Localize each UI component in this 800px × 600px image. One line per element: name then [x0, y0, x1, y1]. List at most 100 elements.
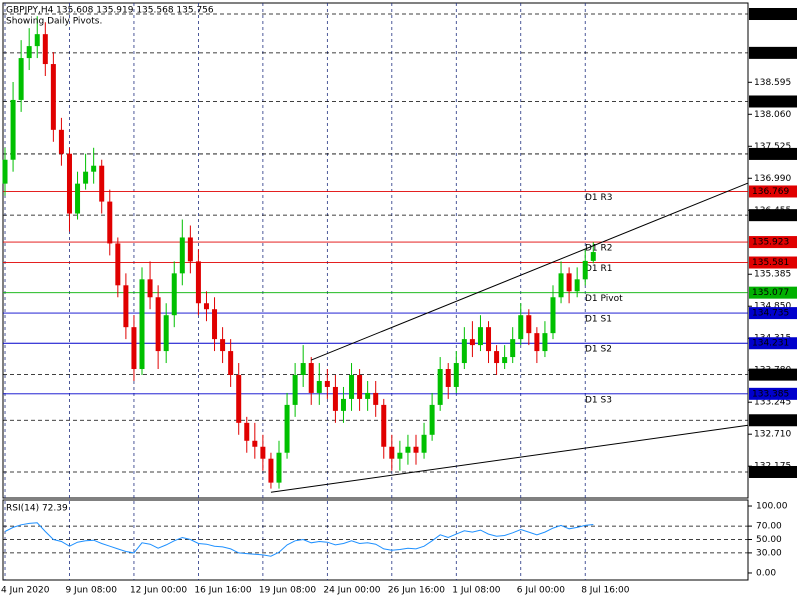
pivot-box-label: 133.385: [752, 389, 789, 399]
pivot-label: D1 Pivot: [585, 294, 623, 304]
y-tick-label: 138.060: [754, 110, 791, 120]
pivot-box: [749, 286, 797, 299]
price-box: [749, 465, 797, 478]
pivot-box-label: 134.735: [752, 309, 789, 319]
candle-body: [244, 422, 250, 441]
rsi-line: [4, 522, 594, 557]
candle-body: [590, 252, 596, 261]
x-tick-label: 24 Jun 00:00: [323, 586, 380, 596]
candle-body: [582, 260, 588, 280]
candle-body: [163, 315, 169, 352]
price-box-label: 132.943: [752, 416, 789, 426]
candle-body: [373, 392, 379, 405]
pivot-label: D1 S1: [585, 315, 612, 325]
candle-body: [332, 386, 338, 411]
candle-body: [340, 398, 346, 411]
candle-body: [292, 374, 298, 405]
candle-body: [83, 171, 89, 184]
price-box-label: 133.706: [752, 370, 789, 380]
pivot-box: [749, 236, 797, 249]
candle-body: [147, 279, 153, 298]
price-box-label: 139.737: [752, 10, 789, 20]
pivot-box-label: 134.231: [752, 339, 789, 349]
price-panel: [2, 2, 749, 499]
y-tick-label: 137.525: [754, 142, 791, 152]
candle-body: [10, 99, 16, 160]
candle-body: [42, 34, 48, 65]
candle-body: [34, 34, 40, 47]
pivot-box: [749, 337, 797, 350]
candle-body: [349, 374, 355, 399]
price-box: [749, 8, 797, 21]
candle-body: [252, 440, 258, 447]
candle-body: [413, 446, 419, 453]
candle-body: [389, 446, 395, 459]
candle-body: [228, 351, 234, 375]
candle-body: [179, 237, 185, 274]
pivot-box-label: 135.077: [752, 288, 789, 298]
x-tick-label: 1 Jul 08:00: [452, 586, 501, 596]
candle-body: [502, 357, 508, 364]
candle-body: [26, 46, 32, 59]
candle-body: [566, 273, 572, 292]
candle-body: [510, 339, 516, 358]
candle-body: [518, 315, 524, 340]
candle-body: [195, 261, 201, 304]
pivot-box-label: 136.769: [752, 187, 789, 197]
candle-body: [171, 273, 177, 316]
candle-body: [421, 434, 427, 453]
candle-body: [429, 404, 435, 435]
candle-body: [357, 374, 363, 399]
y-tick-label: 50.00: [756, 535, 782, 545]
chart-title: GBPJPY,H4 135.608 135.919 135.568 135.75…: [6, 6, 214, 16]
pivot-box-label: 135.581: [752, 258, 789, 268]
candle-body: [365, 392, 371, 399]
price-box: [749, 46, 797, 59]
y-tick-label: 132.710: [754, 430, 791, 440]
price-box-label: 137.397: [752, 149, 789, 159]
pivot-box: [749, 256, 797, 269]
pivot-box: [749, 185, 797, 198]
trend-line: [270, 424, 749, 493]
candle-body: [574, 279, 580, 292]
price-box-label: 132.078: [752, 467, 789, 477]
candle-body: [139, 279, 145, 370]
y-tick-label: 134.850: [754, 302, 791, 312]
candle-body: [284, 404, 290, 453]
candle-body: [220, 339, 226, 352]
candle-body: [75, 183, 81, 214]
y-tick-label: 70.00: [756, 522, 782, 532]
candle-body: [526, 315, 532, 334]
candle-body: [405, 446, 411, 453]
y-tick-label: 133.245: [754, 398, 791, 408]
candle-body: [58, 129, 64, 154]
x-tick-label: 19 Jun 08:00: [259, 586, 316, 596]
candle-body: [18, 58, 24, 100]
price-box: [749, 368, 797, 381]
candle-body: [300, 363, 306, 375]
price-box: [749, 209, 797, 222]
y-tick-label: 30.00: [756, 548, 782, 558]
candle-body: [324, 380, 330, 387]
candle-body: [236, 374, 242, 423]
price-box: [749, 147, 797, 160]
candle-body: [542, 333, 548, 352]
y-tick-label: 135.385: [754, 270, 791, 280]
candle-body: [203, 303, 209, 310]
price-box-label: 136.373: [752, 211, 789, 221]
pivot-label: D1 R3: [585, 193, 613, 203]
x-tick-label: 9 Jun 08:00: [65, 586, 117, 596]
candle-body: [397, 452, 403, 459]
pivot-box: [749, 387, 797, 400]
x-tick-label: 12 Jun 00:00: [130, 586, 187, 596]
y-tick-label: 136.990: [754, 174, 791, 184]
candle-body: [50, 64, 56, 130]
pivot-box-label: 135.923: [752, 238, 789, 248]
pivot-label: D1 S2: [585, 345, 612, 355]
candle-body: [268, 458, 274, 483]
candle-body: [494, 351, 500, 364]
candle-body: [437, 369, 443, 405]
y-tick-label: 100.00: [756, 502, 788, 512]
candle-body: [155, 297, 161, 352]
